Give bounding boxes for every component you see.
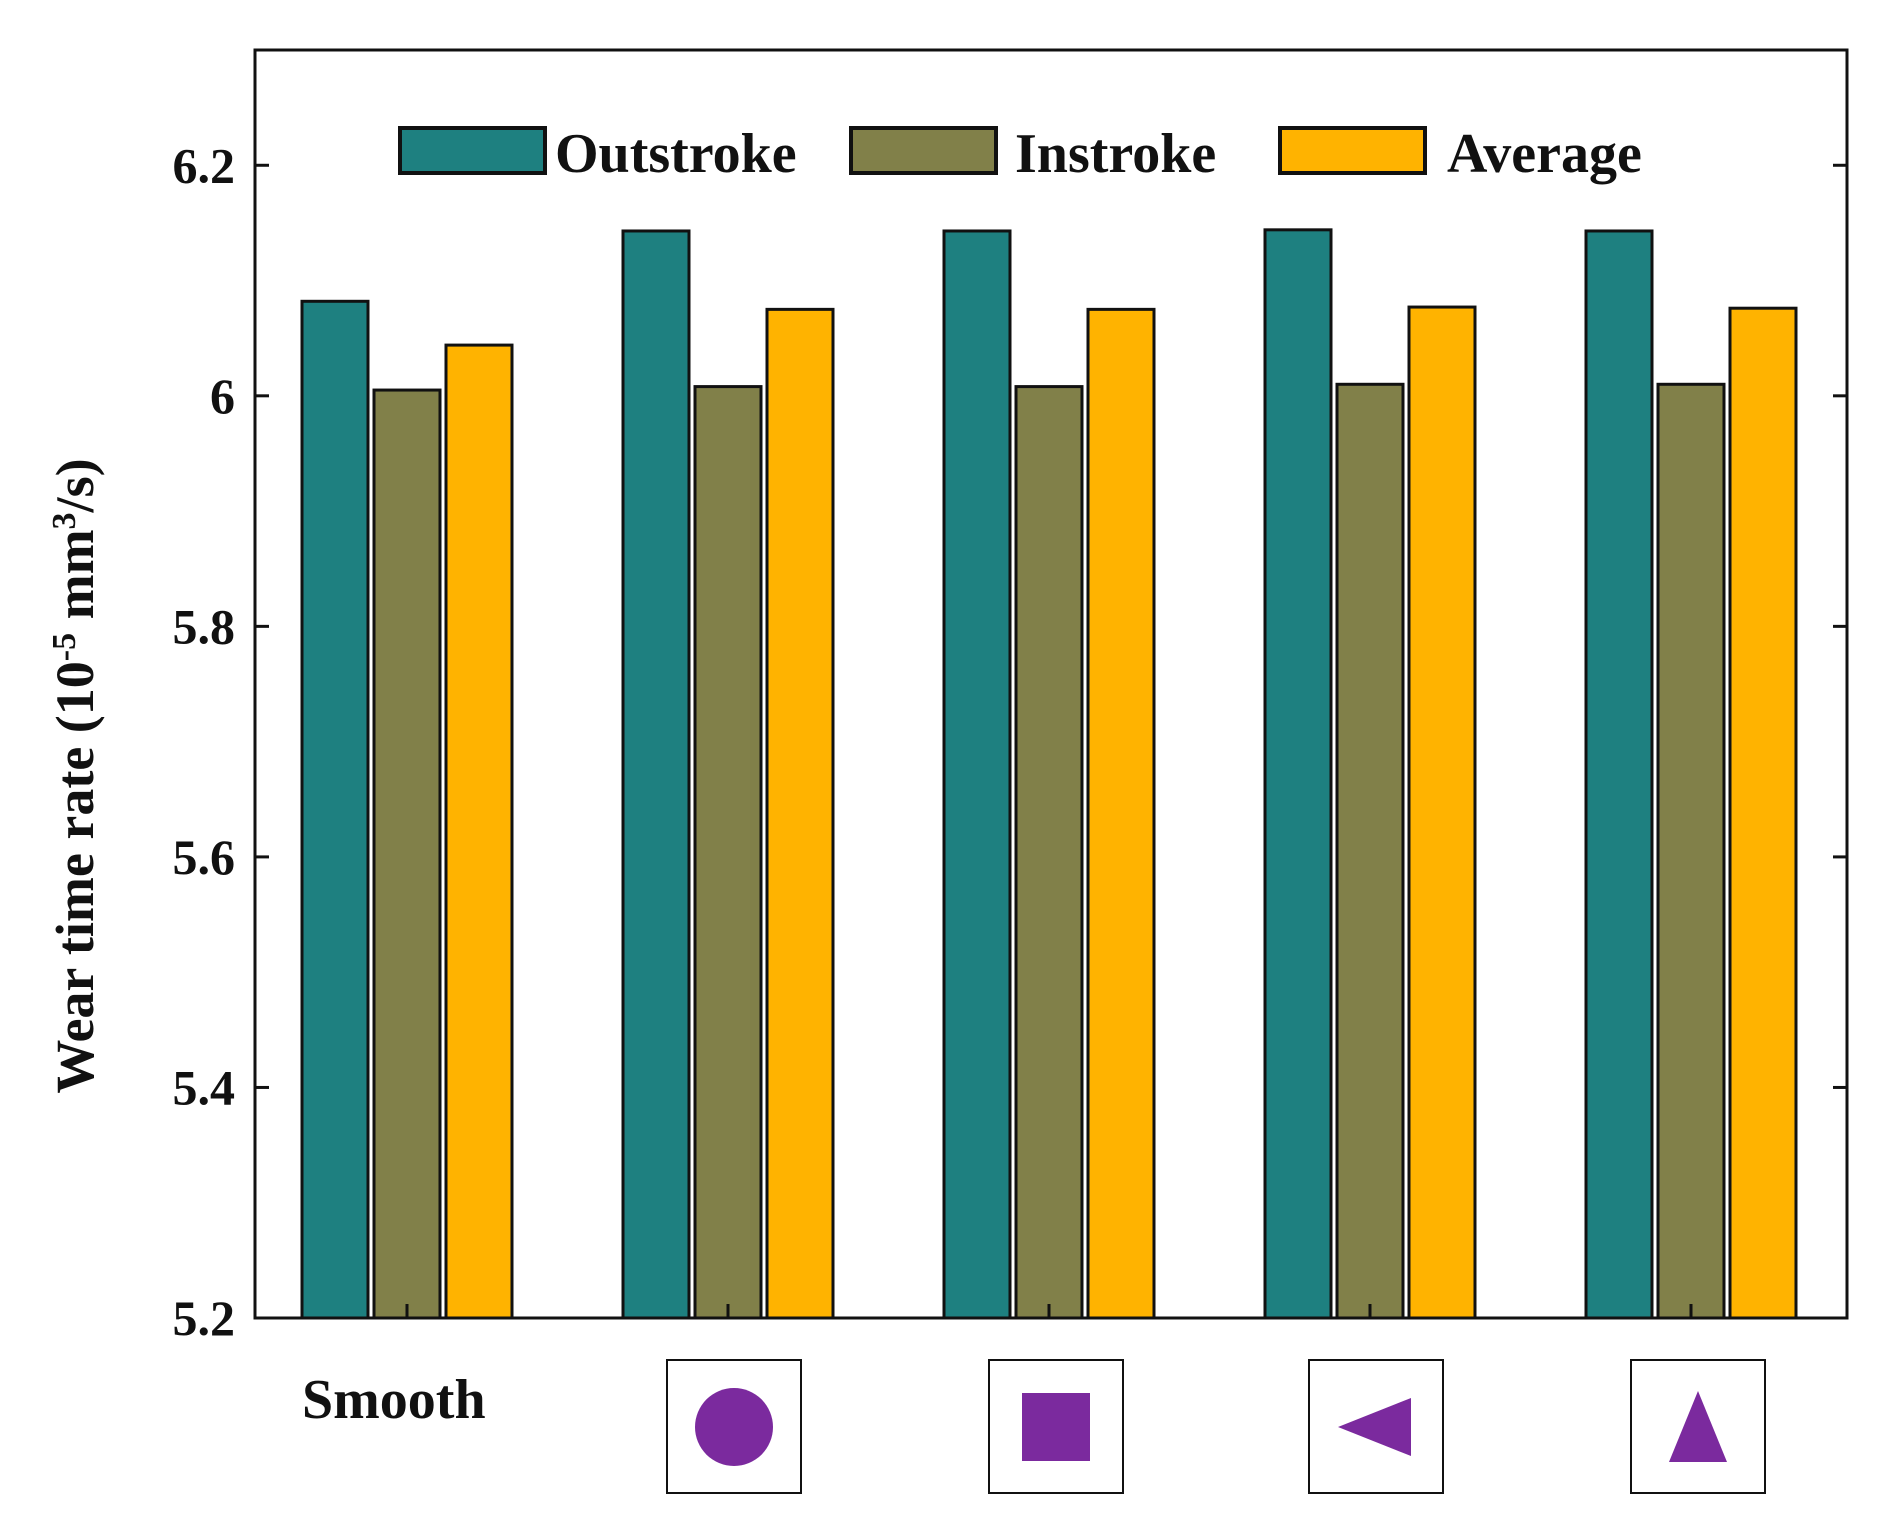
triangle-left-icon xyxy=(1338,1398,1411,1456)
bar-outstroke-5 xyxy=(1584,229,1654,1320)
y-axis-ticks: 5.2 5.4 5.6 5.8 6 6.2 xyxy=(173,137,1847,1346)
bar-outstroke-2 xyxy=(621,229,691,1320)
x-category-smooth: Smooth xyxy=(302,1369,486,1431)
legend-label-outstroke: Outstroke xyxy=(555,123,797,185)
bar-instroke-4 xyxy=(1335,382,1405,1320)
legend-swatch-outstroke xyxy=(398,126,547,175)
y-axis-label-exponent-2: 3 xyxy=(46,512,83,529)
y-axis-label: Wear time rate (10-5 mm3/s) xyxy=(45,458,105,1093)
bar-outstroke-1 xyxy=(300,299,370,1320)
y-tick-label: 6 xyxy=(210,368,235,424)
y-axis-label-end: /s) xyxy=(45,458,105,513)
bar-average-3 xyxy=(1086,307,1156,1320)
x-axis-categories: Smooth xyxy=(302,1359,1766,1494)
y-tick-label: 6.2 xyxy=(173,137,236,193)
y-tick-label: 5.6 xyxy=(173,829,236,885)
legend-label-instroke: Instroke xyxy=(1015,123,1216,185)
legend-swatch-instroke xyxy=(849,126,998,175)
y-axis-label-exponent-1: -5 xyxy=(46,633,83,661)
triangle-up-icon xyxy=(1669,1391,1727,1462)
bar-outstroke-4 xyxy=(1263,228,1333,1320)
bar-outstroke-3 xyxy=(942,229,1012,1320)
bar-instroke-5 xyxy=(1656,382,1726,1320)
y-axis-label-main: Wear time rate (10 xyxy=(45,661,105,1093)
bar-average-5 xyxy=(1728,306,1798,1320)
bar-average-4 xyxy=(1407,305,1477,1320)
legend: Outstroke Instroke Average xyxy=(398,123,1642,185)
y-tick-label: 5.4 xyxy=(173,1059,236,1115)
circle-icon xyxy=(695,1388,773,1466)
bar-instroke-3 xyxy=(1014,385,1084,1320)
bar-average-2 xyxy=(765,307,835,1320)
x-category-triangle-left-icon xyxy=(1308,1359,1444,1494)
bars-group xyxy=(300,228,1798,1320)
x-category-triangle-up-icon xyxy=(1630,1359,1766,1494)
x-category-square-icon xyxy=(988,1359,1124,1494)
bar-instroke-1 xyxy=(372,388,442,1320)
x-category-circle-icon xyxy=(666,1359,802,1494)
y-tick-label: 5.8 xyxy=(173,598,236,654)
y-axis-label-mid: mm xyxy=(45,529,105,632)
bar-average-1 xyxy=(444,343,514,1320)
bar-instroke-2 xyxy=(693,385,763,1320)
square-icon xyxy=(1022,1393,1090,1461)
y-tick-label: 5.2 xyxy=(173,1290,236,1346)
legend-label-average: Average xyxy=(1447,123,1642,185)
legend-swatch-average xyxy=(1278,126,1427,175)
